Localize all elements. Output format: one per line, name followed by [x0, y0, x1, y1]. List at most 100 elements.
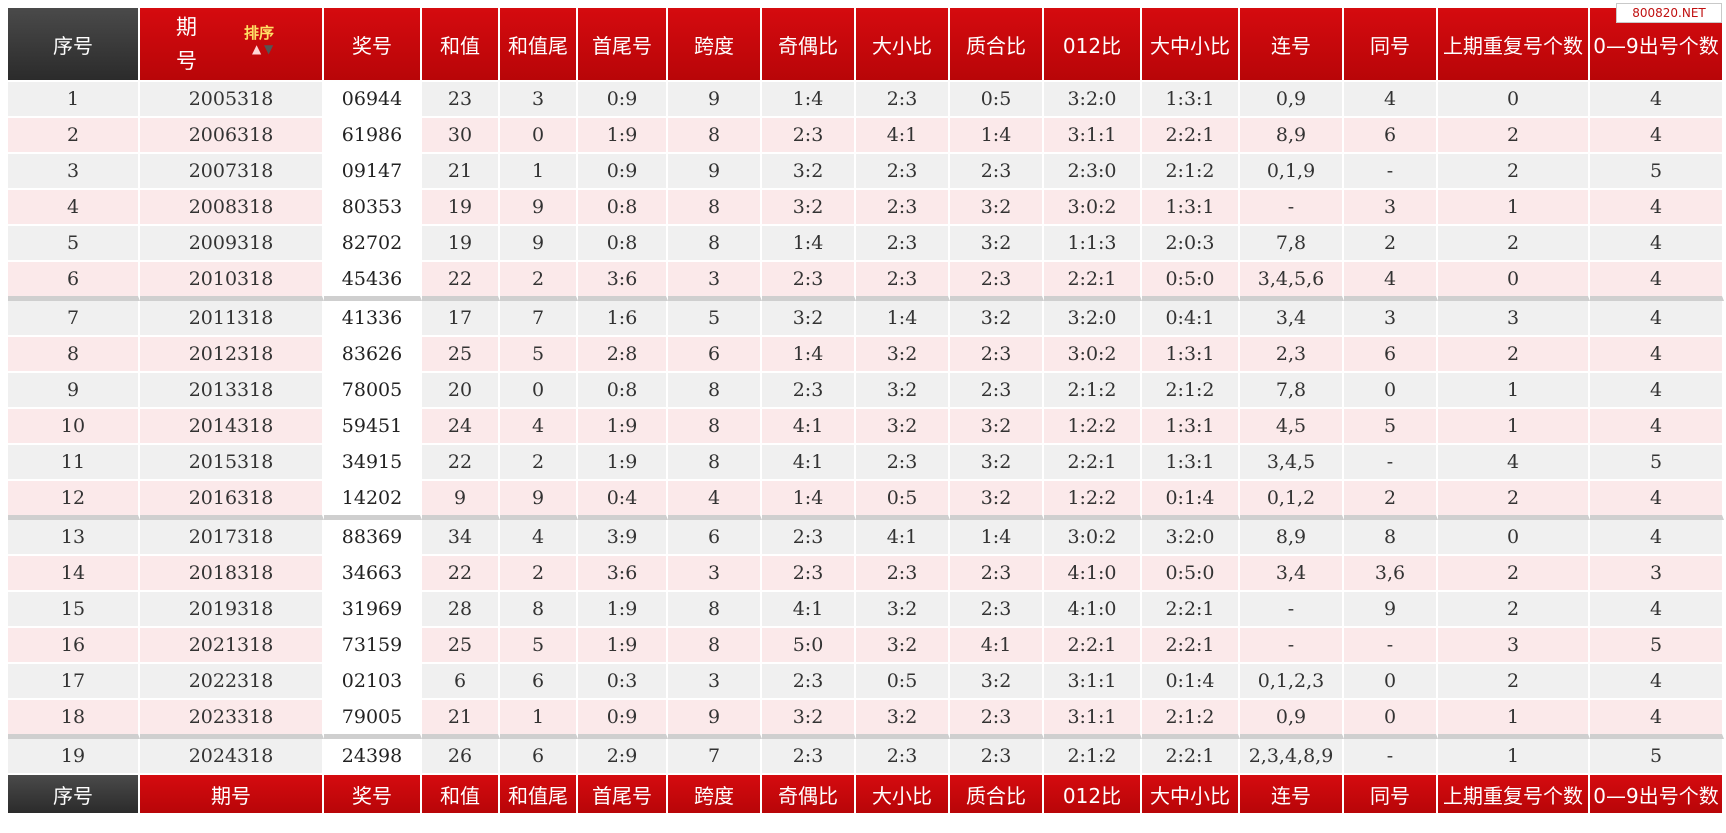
cell-sum-tail: 0 [500, 118, 578, 154]
footer-span: 跨度 [668, 775, 762, 815]
cell-same-digit: 3,6 [1344, 556, 1438, 592]
cell-span: 6 [668, 520, 762, 556]
cell-seq: 3 [8, 154, 140, 190]
cell-seq: 8 [8, 337, 140, 373]
cell-sum-tail: 2 [500, 445, 578, 481]
cell-prime-comp: 3:2 [950, 409, 1044, 445]
table-body: 1 2005318 06944 23 3 0:9 9 1:4 2:3 0:5 3:2:0 1:3:1 0… [8, 82, 1724, 775]
cell-head-tail: 0:9 [578, 700, 668, 739]
cell-issue: 2007318 [140, 154, 324, 190]
cell-prime-comp: 3:2 [950, 481, 1044, 520]
cell-consecutive: 8,9 [1240, 520, 1344, 556]
cell-prime-comp: 1:4 [950, 118, 1044, 154]
footer-seq: 序号 [8, 775, 140, 815]
footer-head-tail: 首尾号 [578, 775, 668, 815]
footer-sum-tail: 和值尾 [500, 775, 578, 815]
footer-distinct: 0—9出号个数 [1590, 775, 1724, 815]
cell-prime-comp: 3:2 [950, 445, 1044, 481]
cell-sum-tail: 9 [500, 481, 578, 520]
cell-repeat-count: 2 [1438, 154, 1590, 190]
cell-sum-tail: 2 [500, 556, 578, 592]
issue-header-bottom: 号 [176, 49, 197, 73]
cell-big-small: 2:3 [856, 190, 950, 226]
cell-big-mid-small: 1:3:1 [1142, 445, 1240, 481]
cell-consecutive: 4,5 [1240, 409, 1344, 445]
cell-issue: 2019318 [140, 592, 324, 628]
cell-win-number: 34915 [324, 445, 422, 481]
cell-span: 8 [668, 118, 762, 154]
cell-sum-tail: 5 [500, 337, 578, 373]
cell-mod012: 1:2:2 [1044, 409, 1142, 445]
cell-distinct-count: 4 [1590, 373, 1724, 409]
cell-odd-even: 1:4 [762, 481, 856, 520]
cell-sum: 21 [422, 700, 500, 739]
cell-distinct-count: 4 [1590, 226, 1724, 262]
cell-distinct-count: 4 [1590, 409, 1724, 445]
cell-sum: 22 [422, 445, 500, 481]
cell-big-small: 3:2 [856, 373, 950, 409]
cell-big-small: 2:3 [856, 154, 950, 190]
cell-prime-comp: 3:2 [950, 190, 1044, 226]
cell-big-small: 0:5 [856, 664, 950, 700]
cell-win-number: 88369 [324, 520, 422, 556]
cell-odd-even: 1:4 [762, 337, 856, 373]
cell-same-digit: - [1344, 739, 1438, 775]
cell-span: 9 [668, 700, 762, 739]
cell-win-number: 02103 [324, 664, 422, 700]
cell-win-number: 24398 [324, 739, 422, 775]
cell-consecutive: 8,9 [1240, 118, 1344, 154]
cell-sum-tail: 9 [500, 190, 578, 226]
cell-repeat-count: 1 [1438, 190, 1590, 226]
cell-seq: 14 [8, 556, 140, 592]
cell-same-digit: 4 [1344, 262, 1438, 301]
table-row: 13 2017318 88369 34 4 3:9 6 2:3 4:1 1:4 3:0:2 3:2:0… [8, 520, 1724, 556]
col-prime-comp-header: 质合比 [950, 8, 1044, 82]
col-bms-header: 大中小比 [1142, 8, 1240, 82]
cell-same-digit: 3 [1344, 190, 1438, 226]
cell-win-number: 06944 [324, 82, 422, 118]
cell-span: 7 [668, 739, 762, 775]
cell-prime-comp: 2:3 [950, 154, 1044, 190]
site-watermark: 800820.NET [1616, 3, 1722, 23]
col-consec-header: 连号 [1240, 8, 1344, 82]
cell-head-tail: 3:6 [578, 556, 668, 592]
cell-win-number: 82702 [324, 226, 422, 262]
cell-seq: 17 [8, 664, 140, 700]
cell-sum-tail: 1 [500, 700, 578, 739]
cell-seq: 2 [8, 118, 140, 154]
cell-seq: 10 [8, 409, 140, 445]
cell-consecutive: - [1240, 628, 1344, 664]
cell-issue: 2005318 [140, 82, 324, 118]
cell-prime-comp: 2:3 [950, 556, 1044, 592]
cell-win-number: 61986 [324, 118, 422, 154]
cell-sum: 28 [422, 592, 500, 628]
table-row: 4 2008318 80353 19 9 0:8 8 3:2 2:3 3:2 3:0:2 1:3:1-… [8, 190, 1724, 226]
cell-issue: 2022318 [140, 664, 324, 700]
cell-big-small: 4:1 [856, 118, 950, 154]
sort-ascending-icon[interactable]: ▲ [252, 42, 262, 56]
cell-same-digit: 6 [1344, 118, 1438, 154]
cell-big-mid-small: 2:1:2 [1142, 700, 1240, 739]
table-row: 15 2019318 31969 28 8 1:9 8 4:1 3:2 2:3 4:1:0 2:2:1… [8, 592, 1724, 628]
cell-span: 3 [668, 262, 762, 301]
sort-button[interactable]: 排序 [244, 24, 275, 42]
table-row: 9 2013318 78005 20 0 0:8 8 2:3 3:2 2:3 2:1:2 2:1:2 7… [8, 373, 1724, 409]
cell-sum-tail: 8 [500, 592, 578, 628]
cell-win-number: 45436 [324, 262, 422, 301]
col-odd-even-header: 奇偶比 [762, 8, 856, 82]
cell-distinct-count: 4 [1590, 118, 1724, 154]
footer-big-small: 大小比 [856, 775, 950, 815]
cell-distinct-count: 4 [1590, 82, 1724, 118]
cell-mod012: 2:2:1 [1044, 262, 1142, 301]
cell-win-number: 80353 [324, 190, 422, 226]
cell-odd-even: 4:1 [762, 592, 856, 628]
cell-big-mid-small: 2:1:2 [1142, 373, 1240, 409]
cell-big-mid-small: 2:2:1 [1142, 739, 1240, 775]
cell-repeat-count: 3 [1438, 628, 1590, 664]
cell-issue: 2024318 [140, 739, 324, 775]
footer-bms: 大中小比 [1142, 775, 1240, 815]
cell-span: 9 [668, 154, 762, 190]
cell-big-small: 3:2 [856, 592, 950, 628]
cell-issue: 2021318 [140, 628, 324, 664]
sort-descending-icon[interactable]: ▼ [264, 42, 274, 56]
